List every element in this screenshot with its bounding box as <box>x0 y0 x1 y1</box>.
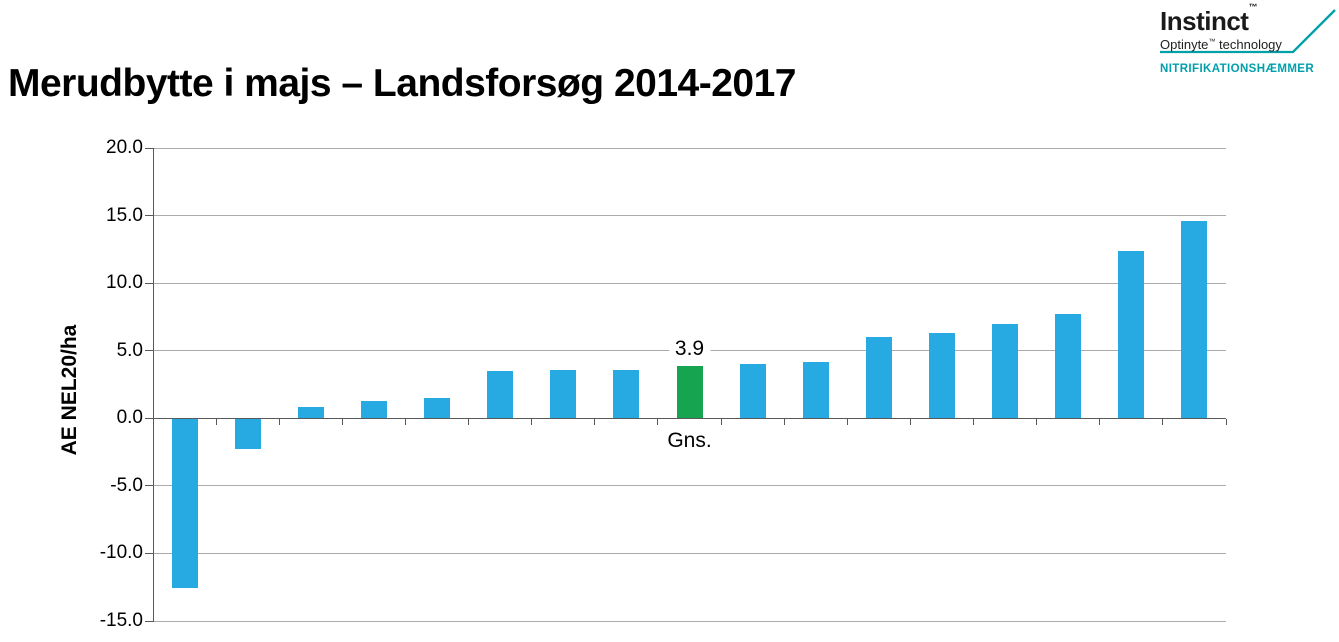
bar <box>739 364 766 419</box>
trademark-symbol: ™ <box>1248 2 1257 13</box>
y-tick-label: -15.0 <box>99 610 143 631</box>
x-axis-tick <box>531 418 533 425</box>
gridline <box>153 552 1226 554</box>
gridline <box>153 620 1226 622</box>
gridline <box>153 147 1226 149</box>
y-axis-tick <box>145 215 153 217</box>
y-tick-label: 0.0 <box>116 407 143 429</box>
x-axis-tick <box>404 418 406 425</box>
bar <box>171 419 198 589</box>
instinct-logo: Instinct™ Optinyte™ technology NITRIFIKA… <box>1155 2 1339 82</box>
x-axis-tick <box>594 418 596 425</box>
bar <box>613 369 640 419</box>
y-axis-title: AE NEL20/ha <box>58 324 81 456</box>
bar <box>1181 220 1208 419</box>
bar <box>1055 314 1082 419</box>
swoosh-line <box>1160 9 1336 54</box>
x-axis-tick <box>341 418 343 425</box>
bar <box>297 407 324 419</box>
x-axis-tick <box>152 418 154 425</box>
y-tick-label: -5.0 <box>110 474 143 496</box>
y-axis-line <box>153 148 154 622</box>
slide-title: Merudbytte i majs – Landsforsøg 2014-201… <box>8 62 796 105</box>
y-axis-tick <box>145 350 153 352</box>
logo-tagline: NITRIFIKATIONSHÆMMER <box>1160 63 1315 75</box>
y-axis-tick <box>145 282 153 284</box>
bar <box>928 333 955 419</box>
bar <box>424 398 451 419</box>
y-axis-tick <box>145 552 153 554</box>
x-axis-line <box>153 417 1226 419</box>
x-axis-tick <box>1036 418 1038 425</box>
y-tick-label: -10.0 <box>99 542 143 564</box>
bar <box>360 400 387 419</box>
x-axis-tick <box>1162 418 1164 425</box>
gridline <box>153 215 1226 217</box>
tech-trademark-symbol: ™ <box>1208 38 1216 46</box>
tech-suffix-text: technology <box>1215 37 1282 52</box>
x-axis-tick <box>215 418 217 425</box>
bar <box>1118 250 1145 419</box>
bar <box>487 370 514 419</box>
bar <box>802 361 829 419</box>
bar <box>865 337 892 419</box>
y-tick-label: 10.0 <box>106 272 143 294</box>
y-axis-tick <box>145 620 153 622</box>
brand-name: Instinct™ <box>1160 2 1257 37</box>
x-axis-tick <box>846 418 848 425</box>
technology-line: Optinyte™ technology <box>1160 37 1282 52</box>
y-axis-tick <box>145 417 153 419</box>
x-axis-tick <box>1099 418 1101 425</box>
x-axis-tick <box>278 418 280 425</box>
y-axis-tick <box>145 485 153 487</box>
x-axis-tick <box>1225 418 1227 425</box>
y-tick-label: 20.0 <box>106 137 143 158</box>
y-axis-tick <box>145 147 153 149</box>
y-tick-label: 15.0 <box>106 204 143 226</box>
tech-brand-text: Optinyte <box>1160 37 1209 52</box>
y-tick-label: 5.0 <box>116 339 143 361</box>
gridline <box>153 282 1226 284</box>
x-axis-tick <box>909 418 911 425</box>
x-axis-tick <box>468 418 470 425</box>
x-axis-tick <box>657 418 659 425</box>
x-axis-tick <box>783 418 785 425</box>
average-bar <box>676 365 703 419</box>
x-axis-tick <box>973 418 975 425</box>
bar <box>234 419 261 449</box>
average-category-label: Gns. <box>667 429 712 453</box>
bar <box>992 323 1019 419</box>
average-value-label: 3.9 <box>668 336 711 361</box>
bar <box>550 369 577 419</box>
x-axis-tick <box>720 418 722 425</box>
gridline <box>153 485 1226 487</box>
brand-text: Instinct <box>1160 6 1249 36</box>
